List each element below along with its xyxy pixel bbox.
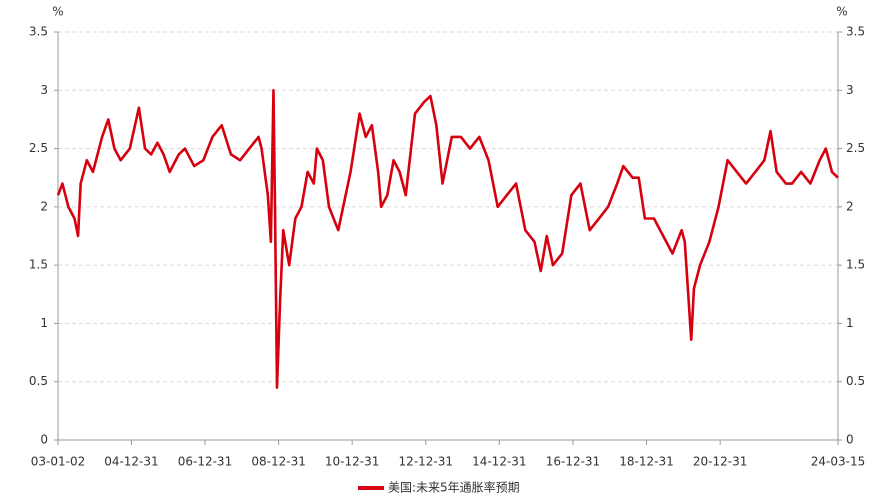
x-tick-label: 16-12-31 [546,455,600,469]
x-tick-label: 24-03-15 [811,455,865,469]
x-tick-label: 20-12-31 [693,455,747,469]
y-tick-label: 0 [40,433,48,447]
y2-axis-unit: % [836,5,847,19]
y-tick-label: 2 [40,199,48,213]
y-tick-label: 1.5 [29,258,48,272]
y2-tick-label: 3.5 [846,25,865,39]
y2-tick-label: 1 [846,316,854,330]
y-tick-label: 3 [40,83,48,97]
y2-tick-label: 0 [846,433,854,447]
series-line [56,88,839,389]
x-tick-label: 18-12-31 [619,455,673,469]
y2-tick-label: 3 [846,83,854,97]
legend-label: 美国:未来5年通胀率预期 [388,480,520,495]
y-tick-label: 1 [40,316,48,330]
x-tick-label: 12-12-31 [399,455,453,469]
y2-tick-label: 1.5 [846,258,865,272]
y-tick-label: 2.5 [29,141,48,155]
y-axis-unit: % [52,5,63,19]
x-tick-label: 14-12-31 [472,455,526,469]
y-tick-label: 0.5 [29,374,48,388]
x-tick-label: 04-12-31 [104,455,158,469]
y2-tick-label: 2 [846,199,854,213]
y2-tick-label: 2.5 [846,141,865,155]
x-tick-label: 08-12-31 [251,455,305,469]
x-tick-label: 03-01-02 [31,455,85,469]
y2-tick-label: 0.5 [846,374,865,388]
x-tick-label: 10-12-31 [325,455,379,469]
x-tick-label: 06-12-31 [178,455,232,469]
y-tick-label: 3.5 [29,25,48,39]
